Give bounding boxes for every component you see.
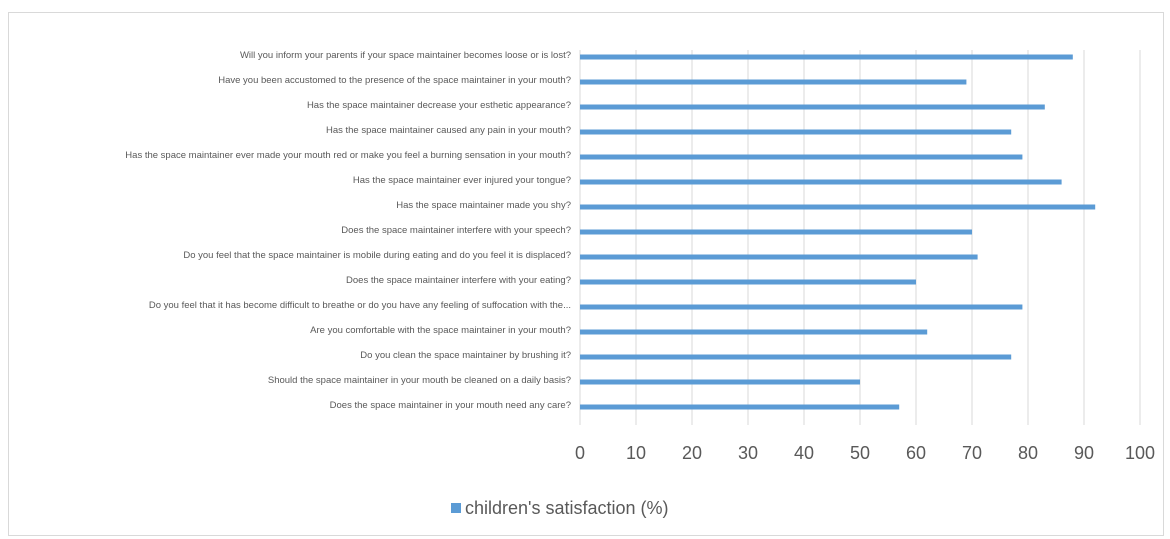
bar: [580, 179, 1062, 185]
bar: [580, 154, 1023, 160]
bar: [580, 54, 1073, 60]
category-label: Does the space maintainer interfere with…: [346, 275, 571, 286]
category-label: Do you clean the space maintainer by bru…: [360, 350, 571, 361]
bar: [580, 129, 1012, 135]
x-tick-labels: 0 10 20 30 40 50 60 70 80 90 100: [575, 443, 1155, 463]
bar: [580, 104, 1045, 110]
x-tick-label: 70: [962, 443, 982, 463]
bar-chart: Will you inform your parents if your spa…: [125, 50, 1155, 518]
legend: children's satisfaction (%): [451, 498, 669, 518]
bars: [580, 54, 1096, 410]
category-labels: Will you inform your parents if your spa…: [125, 50, 571, 411]
chart-frame: Will you inform your parents if your spa…: [8, 12, 1164, 536]
x-tick-label: 10: [626, 443, 646, 463]
category-label: Do you feel that the space maintainer is…: [183, 250, 571, 261]
bar: [580, 329, 928, 335]
bar: [580, 254, 978, 260]
bar: [580, 354, 1012, 360]
bar: [580, 204, 1096, 210]
x-tick-label: 50: [850, 443, 870, 463]
legend-swatch: [451, 503, 461, 513]
x-tick-label: 90: [1074, 443, 1094, 463]
category-label: Has the space maintainer caused any pain…: [326, 125, 571, 136]
x-tick-label: 0: [575, 443, 585, 463]
bar: [580, 379, 860, 385]
gridlines: [579, 50, 1141, 425]
bar: [580, 79, 967, 85]
category-label: Has the space maintainer decrease your e…: [307, 100, 571, 111]
category-label: Should the space maintainer in your mout…: [268, 375, 571, 386]
category-label: Has the space maintainer ever injured yo…: [353, 175, 571, 186]
x-tick-label: 30: [738, 443, 758, 463]
x-tick-label: 40: [794, 443, 814, 463]
x-tick-label: 20: [682, 443, 702, 463]
bar: [580, 229, 972, 235]
category-label: Will you inform your parents if your spa…: [240, 50, 571, 61]
x-tick-label: 100: [1125, 443, 1155, 463]
category-label: Does the space maintainer interfere with…: [341, 225, 571, 236]
category-label: Are you comfortable with the space maint…: [310, 325, 571, 336]
x-tick-label: 60: [906, 443, 926, 463]
bar: [580, 279, 916, 285]
category-label: Has the space maintainer made you shy?: [396, 200, 571, 211]
category-label: Do you feel that it has become difficult…: [149, 300, 571, 311]
category-label: Have you been accustomed to the presence…: [218, 75, 571, 86]
category-label: Does the space maintainer in your mouth …: [330, 400, 571, 411]
category-label: Has the space maintainer ever made your …: [125, 150, 571, 161]
bar: [580, 404, 900, 410]
legend-label: children's satisfaction (%): [465, 498, 669, 518]
bar: [580, 304, 1023, 310]
x-tick-label: 80: [1018, 443, 1038, 463]
